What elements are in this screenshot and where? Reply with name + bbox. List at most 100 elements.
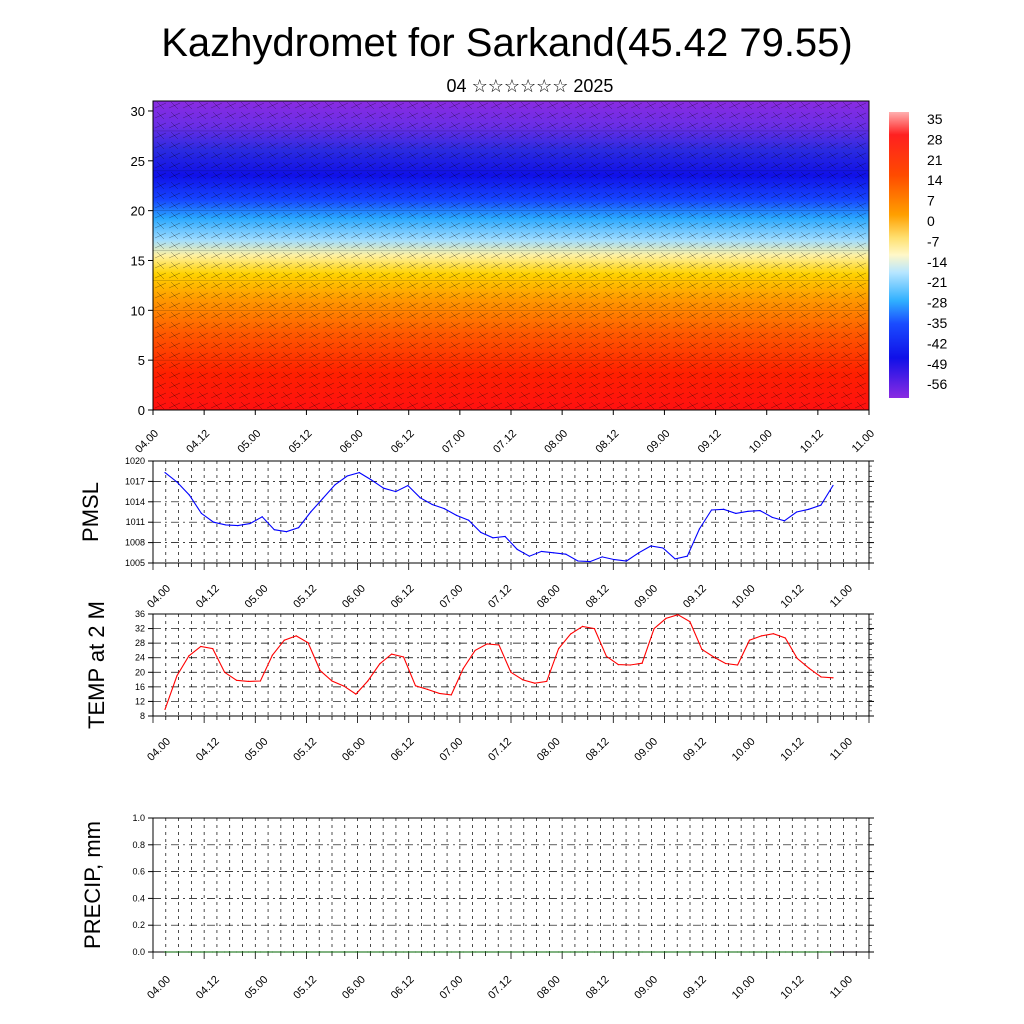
pmsl-data-point bbox=[383, 487, 385, 489]
temp-data-point bbox=[426, 688, 429, 691]
colorbar-label: 14 bbox=[927, 172, 943, 188]
colorbar-label: -42 bbox=[927, 335, 947, 351]
heatmap-y-tick-label: 20 bbox=[131, 204, 145, 219]
precip-data-point bbox=[212, 951, 214, 953]
precip-data-point bbox=[534, 951, 536, 953]
precip-x-tick-label: 09.12 bbox=[681, 974, 709, 1002]
precip-data-point bbox=[641, 951, 643, 953]
pmsl-x-tick-label: 07.12 bbox=[486, 583, 514, 611]
precip-data-point bbox=[164, 951, 166, 953]
precip-x-tick-label: 05.00 bbox=[243, 974, 271, 1002]
precip-data-point bbox=[653, 951, 655, 953]
pmsl-data-point bbox=[225, 524, 227, 526]
temp-data-point bbox=[438, 692, 440, 695]
precip-data-point bbox=[391, 951, 393, 953]
temperature-colorbar: 35 28 21 14 7 0 -7 -14 -21 -28 -35 -42 -49 -56 bbox=[889, 111, 947, 398]
precip-x-tick-label: 06.00 bbox=[340, 974, 368, 1002]
temp-data-point bbox=[224, 671, 226, 673]
colorbar-label: -14 bbox=[927, 254, 947, 270]
pmsl-panel: 1005 1008 1011 1014 1017 1020 PMSL 04.00 04.12 05… bbox=[78, 456, 874, 611]
temp-y-tick-label: 12 bbox=[135, 696, 145, 706]
pmsl-data-point bbox=[443, 508, 445, 510]
heatmap-x-tick-label: 05.12 bbox=[287, 428, 315, 456]
temp-data-point bbox=[379, 663, 381, 665]
precip-y-tick-label: 0.2 bbox=[132, 920, 145, 930]
heatmap-x-tick-label: 06.00 bbox=[338, 428, 366, 456]
temp-data-point bbox=[414, 685, 417, 687]
precip-data-point bbox=[772, 951, 774, 953]
pmsl-data-point bbox=[261, 516, 263, 518]
precip-data-point bbox=[367, 951, 369, 953]
heatmap-x-tick-label: 07.00 bbox=[440, 428, 468, 456]
temp-data-point bbox=[593, 627, 596, 630]
pmsl-y-tick-label: 1020 bbox=[125, 456, 145, 466]
temp-data-point bbox=[713, 656, 715, 658]
temp-data-point bbox=[343, 685, 345, 687]
temp-x-tick-label: 10.12 bbox=[778, 736, 806, 764]
precip-y-tick-label: 0.6 bbox=[132, 867, 145, 877]
heatmap-x-tick-label: 08.12 bbox=[593, 428, 621, 456]
temp-x-tick-label: 07.00 bbox=[437, 736, 465, 764]
temp-data-point bbox=[498, 644, 500, 646]
temp-data-point bbox=[283, 639, 285, 641]
heatmap-y-tick-label: 30 bbox=[131, 104, 145, 119]
temp-data-point bbox=[402, 656, 405, 658]
temp-x-tick-label: 06.12 bbox=[389, 736, 417, 764]
precip-data-point bbox=[295, 951, 297, 953]
heatmap-x-tick-label: 10.00 bbox=[747, 428, 775, 456]
precip-data-point bbox=[474, 951, 476, 953]
temp-data-point bbox=[510, 671, 512, 673]
pmsl-data-point bbox=[480, 531, 482, 534]
pmsl-data-point bbox=[528, 555, 530, 557]
pmsl-x-tick-label: 08.00 bbox=[535, 583, 563, 611]
temp-data-point bbox=[581, 625, 584, 627]
pmsl-data-point bbox=[771, 516, 773, 519]
heatmap-x-tick-label: 04.12 bbox=[184, 428, 212, 456]
pmsl-data-point bbox=[237, 525, 239, 527]
pmsl-data-point bbox=[808, 508, 810, 510]
temp-data-point bbox=[462, 668, 464, 670]
temp-data-point bbox=[355, 693, 357, 695]
temp-y-tick-label: 28 bbox=[135, 638, 145, 648]
temp-x-tick-label: 05.12 bbox=[291, 736, 319, 764]
heatmap-x-tick-label: 10.12 bbox=[798, 428, 826, 456]
temp-data-point bbox=[546, 680, 548, 682]
temp-data-point bbox=[534, 682, 536, 684]
temp-y-tick-label: 24 bbox=[135, 653, 145, 663]
pmsl-data-point bbox=[419, 497, 421, 499]
temp-data-point bbox=[677, 614, 679, 616]
temp-x-tick-label: 10.00 bbox=[730, 736, 758, 764]
pmsl-data-point bbox=[613, 559, 615, 561]
precip-data-point bbox=[510, 951, 512, 953]
pmsl-x-tick-label: 11.00 bbox=[828, 583, 855, 610]
pmsl-x-tick-label: 05.12 bbox=[291, 583, 319, 611]
temp-data-point bbox=[701, 648, 703, 650]
colorbar-label: -21 bbox=[927, 274, 947, 290]
precip-data-point bbox=[701, 951, 703, 953]
precip-data-point bbox=[402, 951, 405, 953]
heatmap-y-tick-label: 10 bbox=[131, 303, 145, 318]
temp-x-tick-label: 06.00 bbox=[340, 736, 368, 764]
precip-data-point bbox=[581, 951, 584, 953]
temp-data-point bbox=[653, 627, 655, 630]
pmsl-data-point bbox=[553, 552, 555, 554]
pmsl-data-point bbox=[188, 494, 190, 496]
precip-data-point bbox=[343, 951, 345, 953]
precip-x-tick-label: 08.00 bbox=[535, 974, 563, 1002]
pmsl-x-tick-label: 10.12 bbox=[778, 583, 806, 611]
pmsl-data-point bbox=[334, 484, 336, 486]
colorbar-label: 0 bbox=[927, 213, 935, 229]
temp-data-point bbox=[259, 680, 262, 682]
pmsl-data-point bbox=[565, 553, 567, 555]
precip-data-point bbox=[689, 951, 691, 953]
precip-data-point bbox=[271, 951, 273, 953]
precip-data-point bbox=[414, 951, 417, 953]
pmsl-x-tick-label: 06.12 bbox=[389, 583, 417, 611]
temp-data-point bbox=[486, 643, 488, 645]
precip-data-point bbox=[259, 951, 262, 953]
heatmap-x-tick-label: 08.00 bbox=[542, 428, 570, 456]
precip-x-tick-label: 11.00 bbox=[828, 974, 855, 1001]
pmsl-data-point bbox=[455, 514, 458, 517]
pmsl-data-point bbox=[310, 511, 312, 513]
precip-data-point bbox=[522, 951, 524, 953]
